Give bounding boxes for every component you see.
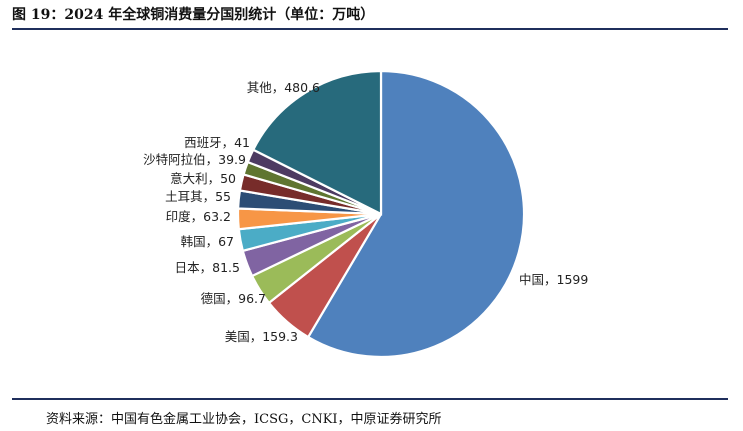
slice-label-中国: 中国，1599 (519, 272, 588, 287)
figure-footer: 资料来源：中国有色金属工业协会，ICSG，CNKI，中原证券研究所 (12, 398, 728, 427)
pie-labels: 中国，1599 美国，159.3 德国，96.7 日本，81.5 韩国，67 印度，63.… (143, 80, 588, 344)
slice-label-其他: 其他，480.6 (247, 80, 320, 95)
slice-label-美国: 美国，159.3 (225, 329, 298, 344)
slice-label-西班牙: 西班牙，41 (184, 135, 250, 150)
pie-slices (236, 69, 526, 359)
pie-slice-其他 (251, 69, 383, 216)
figure-title: 图 19：2024 年全球铜消费量分国别统计（单位：万吨） (12, 7, 375, 23)
slice-label-日本: 日本，81.5 (175, 260, 240, 275)
slice-label-韩国: 韩国，67 (181, 234, 234, 249)
slice-label-印度: 印度，63.2 (166, 209, 231, 224)
slice-label-意大利: 意大利，50 (170, 171, 236, 186)
slice-label-沙特阿拉伯: 沙特阿拉伯，39.9 (143, 152, 246, 167)
source-note: 资料来源：中国有色金属工业协会，ICSG，CNKI，中原证券研究所 (46, 412, 442, 427)
pie-chart: 中国，1599 美国，159.3 德国，96.7 日本，81.5 韩国，67 印度，63.… (143, 69, 588, 359)
pie-slice-中国 (306, 69, 526, 359)
slice-label-土耳其: 土耳其，55 (165, 189, 231, 204)
slice-label-德国: 德国，96.7 (201, 291, 266, 306)
figure-header: 图 19：2024 年全球铜消费量分国别统计（单位：万吨） (12, 0, 728, 30)
